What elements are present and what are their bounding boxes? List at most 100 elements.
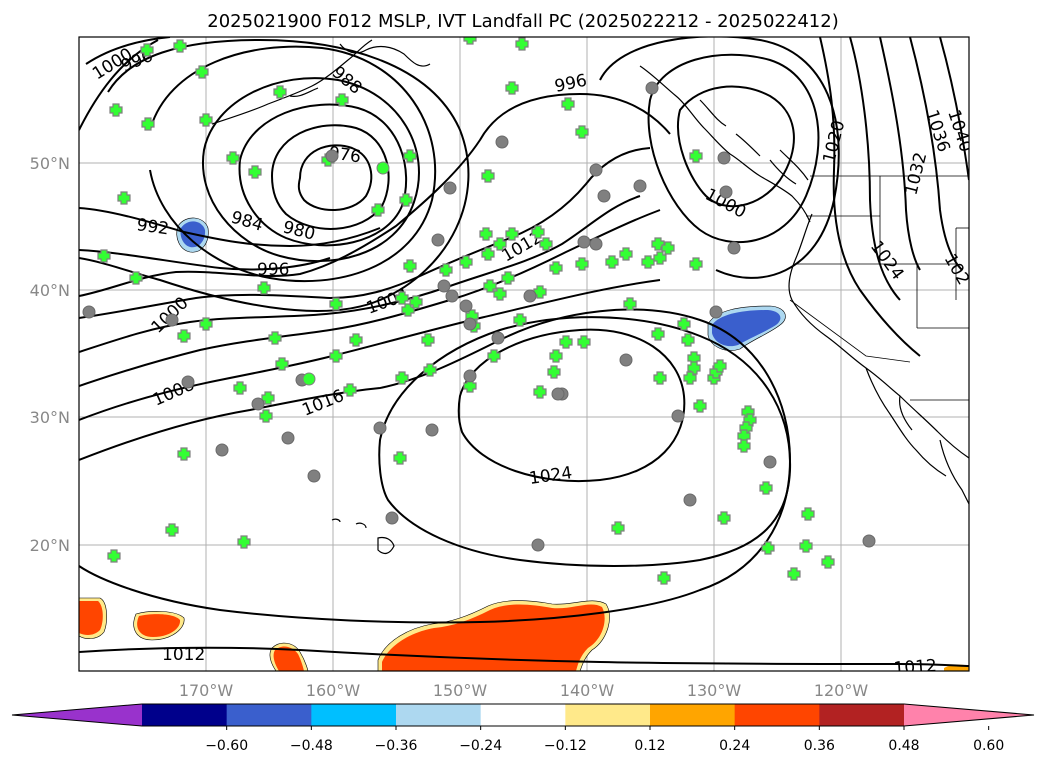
ensemble-cross-marker [549, 349, 563, 363]
ensemble-cross-marker [623, 297, 637, 311]
ensemble-circle-marker [523, 289, 537, 303]
lon-label: 150°W [433, 681, 488, 700]
colorbar-bin [650, 704, 736, 726]
ensemble-cross-marker [513, 313, 527, 327]
ensemble-circle-marker [719, 185, 733, 199]
map-panel: 1000 996 988 976 984 980 992 996 1000 10… [78, 36, 970, 672]
ensemble-cross-marker [713, 359, 727, 373]
colorbar [11, 703, 1035, 727]
ensemble-cross-marker [575, 125, 589, 139]
ensemble-cross-marker [605, 255, 619, 269]
ensemble-cross-marker [329, 297, 343, 311]
ensemble-cross-marker [275, 357, 289, 371]
ensemble-cross-marker [343, 383, 357, 397]
ensemble-cross-marker [329, 349, 343, 363]
colorbar-tick-label: −0.24 [459, 738, 502, 754]
longitude-labels: 170°W 160°W 150°W 140°W 130°W 120°W [179, 681, 869, 700]
colorbar-tick-label: −0.60 [205, 738, 248, 754]
ensemble-circle-marker [425, 423, 439, 437]
ensemble-circle-marker [683, 493, 697, 507]
ensemble-cross-marker [195, 65, 209, 79]
colorbar-tick-label: 0.12 [634, 738, 665, 754]
ensemble-cross-marker [481, 169, 495, 183]
ensemble-cross-marker [653, 251, 667, 265]
ensemble-circle-marker [325, 149, 339, 163]
colorbar-bin [480, 704, 566, 726]
ensemble-circle-marker [551, 387, 565, 401]
ensemble-circle-marker [82, 305, 96, 319]
contour-label: 996 [257, 260, 289, 280]
lon-label: 120°W [814, 681, 869, 700]
ensemble-circle-marker [727, 241, 741, 255]
ensemble-circle-marker [495, 135, 509, 149]
ensemble-cross-marker [801, 507, 815, 521]
coastlines [211, 39, 969, 555]
ensemble-cross-marker [395, 371, 409, 385]
ensemble-cross-marker [759, 481, 773, 495]
ensemble-cross-marker [423, 363, 437, 377]
ensemble-cross-marker [493, 237, 507, 251]
lon-label: 160°W [306, 681, 361, 700]
ensemble-cross-marker [761, 541, 775, 555]
ensemble-cross-marker [129, 271, 143, 285]
ensemble-cross-marker [97, 249, 111, 263]
ensemble-cross-marker [717, 511, 731, 525]
ensemble-cross-marker [199, 113, 213, 127]
ensemble-cross-marker [403, 259, 417, 273]
colorbar-extend-high [904, 704, 1034, 726]
ensemble-circle-marker [717, 151, 731, 165]
colorbar-tick-label: 0.48 [888, 738, 919, 754]
ensemble-circle-marker [589, 163, 603, 177]
ensemble-cross-marker [459, 255, 473, 269]
ensemble-cross-marker [393, 451, 407, 465]
ensemble-cross-marker [226, 151, 240, 165]
contour-label: 992 [135, 215, 170, 239]
colorbar-bin [734, 704, 820, 726]
ensemble-circle-marker [589, 237, 603, 251]
ensemble-cross-marker [577, 335, 591, 349]
ensemble-markers [82, 37, 876, 585]
ensemble-cross-marker [501, 271, 515, 285]
lon-label: 140°W [560, 681, 615, 700]
ensemble-cross-marker [561, 97, 575, 111]
ensemble-cross-marker [559, 335, 573, 349]
ensemble-cross-marker [681, 333, 695, 347]
ensemble-cross-marker [403, 149, 417, 163]
ensemble-circle-marker [181, 375, 195, 389]
ensemble-circle-marker [443, 181, 457, 195]
ensemble-circle-marker [577, 235, 591, 249]
ensemble-cross-marker [651, 237, 665, 251]
ensemble-cross-marker [689, 257, 703, 271]
ensemble-cross-marker [505, 81, 519, 95]
ensemble-highlight-marker [376, 161, 390, 175]
ensemble-cross-marker [787, 567, 801, 581]
ensemble-cross-marker [273, 85, 287, 99]
lat-label: 30°N [30, 408, 70, 427]
ensemble-cross-marker [349, 333, 363, 347]
ensemble-cross-marker [515, 37, 529, 51]
ensemble-cross-marker [335, 93, 349, 107]
ensemble-cross-marker [505, 227, 519, 241]
ensemble-cross-marker [487, 349, 501, 363]
ensemble-circle-marker [531, 538, 545, 552]
ensemble-cross-marker [611, 521, 625, 535]
ensemble-cross-marker [651, 327, 665, 341]
ensemble-circle-marker [619, 353, 633, 367]
ensemble-circle-marker [437, 279, 451, 293]
ensemble-circle-marker [281, 431, 295, 445]
ensemble-cross-marker [493, 287, 507, 301]
ensemble-cross-marker [117, 191, 131, 205]
ensemble-circle-marker [463, 369, 477, 383]
ensemble-cross-marker [821, 555, 835, 569]
ensemble-cross-marker [531, 225, 545, 239]
colorbar-bin [819, 704, 905, 726]
ivt-shading [79, 217, 969, 671]
ensemble-circle-marker [215, 443, 229, 457]
colorbar-bin [311, 704, 397, 726]
colorbar-bin [142, 704, 228, 726]
ensemble-cross-marker [661, 241, 675, 255]
ensemble-cross-marker [533, 385, 547, 399]
ensemble-cross-marker [261, 391, 275, 405]
lat-label: 50°N [30, 154, 70, 173]
